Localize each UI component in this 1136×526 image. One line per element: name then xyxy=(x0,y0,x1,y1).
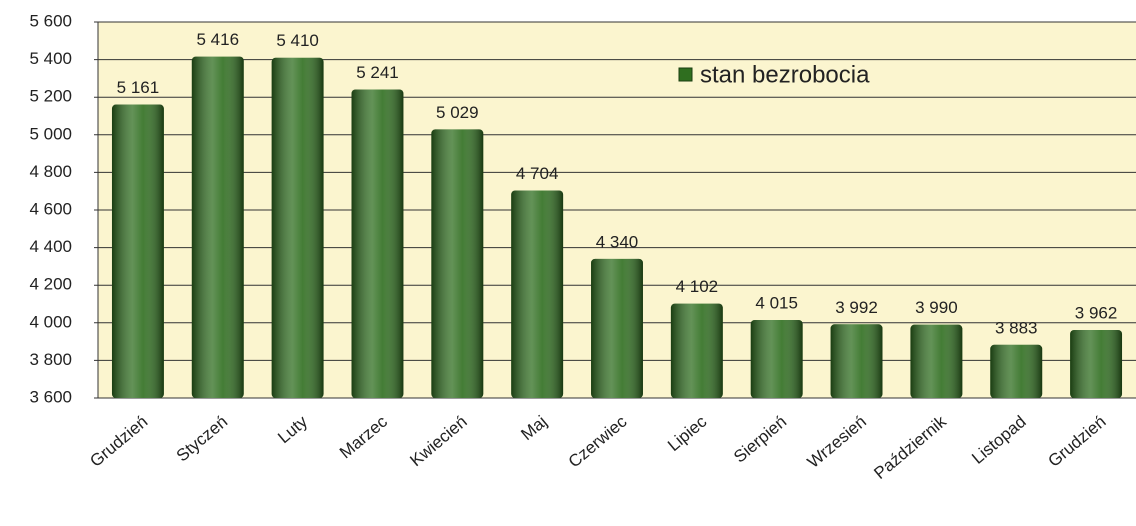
y-tick-label: 5 400 xyxy=(29,49,72,68)
x-tick-label: Grudzień xyxy=(1044,412,1109,471)
x-tick-label: Maj xyxy=(517,412,550,444)
y-tick-label: 4 400 xyxy=(29,237,72,256)
data-label: 4 704 xyxy=(516,164,559,183)
x-tick-label: Styczeń xyxy=(173,412,232,465)
legend-swatch xyxy=(678,67,693,82)
bar-shine xyxy=(511,190,564,398)
x-tick-label: Grudzień xyxy=(86,412,151,471)
y-tick-label: 4 600 xyxy=(29,199,72,218)
y-tick-label: 3 800 xyxy=(29,350,72,369)
bar-shine xyxy=(271,57,324,398)
bar-shine xyxy=(990,344,1043,398)
bar-shine xyxy=(591,258,643,398)
data-label: 4 015 xyxy=(755,293,798,312)
data-label: 3 962 xyxy=(1075,303,1118,322)
bar-shine xyxy=(351,89,404,398)
y-tick-label: 5 200 xyxy=(29,87,72,106)
x-tick-label: Sierpień xyxy=(730,412,790,467)
bar-shine xyxy=(750,319,803,398)
y-tick-label: 4 000 xyxy=(29,312,72,331)
data-label: 5 416 xyxy=(196,30,239,49)
data-label: 4 340 xyxy=(596,232,639,251)
data-label: 4 102 xyxy=(676,277,719,296)
x-tick-label: Luty xyxy=(274,412,311,448)
x-tick-label: Kwiecień xyxy=(406,412,470,470)
bar-shine xyxy=(111,104,164,399)
y-tick-label: 4 800 xyxy=(29,162,72,181)
data-label: 5 241 xyxy=(356,63,399,82)
y-tick-label: 5 000 xyxy=(29,124,72,143)
y-tick-label: 4 200 xyxy=(29,275,72,294)
data-label: 5 029 xyxy=(436,103,479,122)
data-label: 5 161 xyxy=(117,78,160,97)
x-tick-label: Listopad xyxy=(968,412,1029,468)
x-tick-label: Marzec xyxy=(336,412,391,463)
x-tick-label: Październik xyxy=(870,412,950,483)
x-tick-label: Lipiec xyxy=(664,412,711,455)
bar-shine xyxy=(910,324,963,398)
bar-shine xyxy=(1070,329,1123,398)
data-label: 3 990 xyxy=(915,298,958,317)
bar-shine xyxy=(191,56,244,398)
x-tick-label: Wrzesień xyxy=(804,412,870,472)
data-label: 3 883 xyxy=(995,318,1038,337)
y-tick-label: 3 600 xyxy=(29,387,72,406)
x-tick-label: Czerwiec xyxy=(565,412,631,472)
bar-shine xyxy=(670,303,723,398)
legend-label: stan bezrobocia xyxy=(700,61,870,88)
data-label: 5 410 xyxy=(276,31,319,50)
data-label: 3 992 xyxy=(835,298,878,317)
y-tick-label: 5 600 xyxy=(29,11,72,30)
bar-shine xyxy=(431,129,484,398)
bar-shine xyxy=(830,324,883,398)
